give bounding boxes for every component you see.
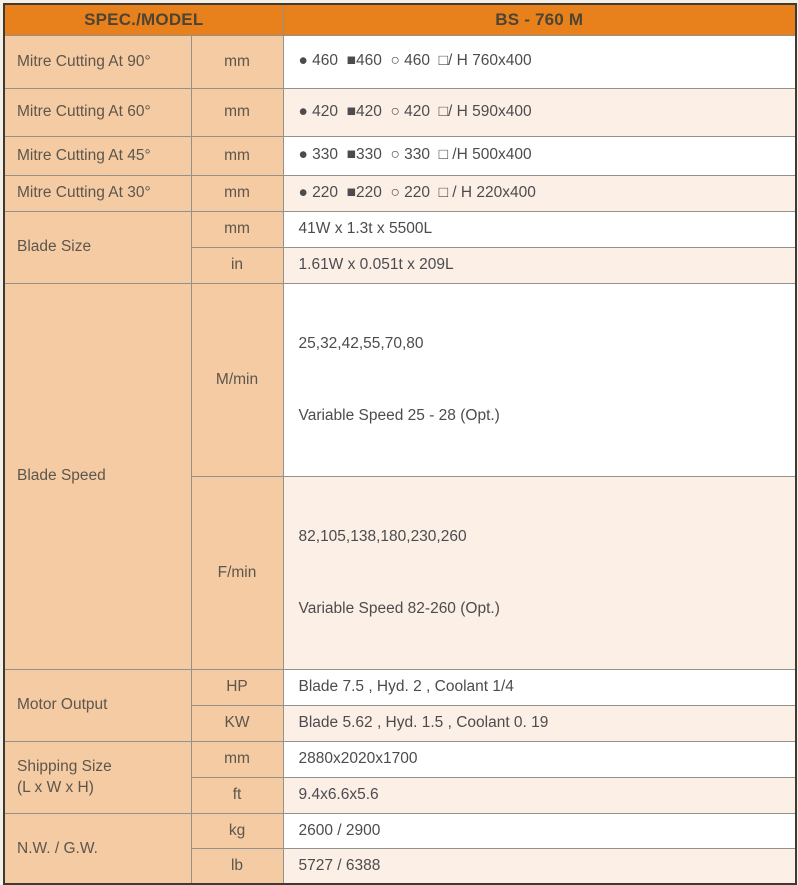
value-cell: 2600 / 2900 (282, 812, 797, 849)
table-row: Mitre Cutting At 45° mm ● 330 ■330 ○ 330… (3, 135, 797, 176)
unit-cell: mm (190, 210, 284, 248)
unit-cell: ft (190, 776, 284, 814)
table-row: Mitre Cutting At 30° mm ● 220 ■220 ○ 220… (3, 174, 797, 212)
header-spec-model: SPEC./MODEL (3, 3, 284, 36)
unit-cell: KW (190, 704, 284, 742)
table-row: N.W. / G.W. kg 2600 / 2900 (3, 812, 797, 885)
unit-cell: HP (190, 668, 284, 706)
table-row: Motor Output HP Blade 7.5 , Hyd. 2 , Coo… (3, 668, 797, 742)
unit-cell: mm (190, 740, 284, 778)
value-cell: 25,32,42,55,70,80 Variable Speed 25 - 28… (282, 282, 797, 477)
value-cell: ● 460 ■460 ○ 460 □/ H 760x400 (282, 34, 797, 89)
unit-cell: mm (190, 174, 284, 212)
row-label: Blade Speed (3, 282, 192, 670)
value-cell: 82,105,138,180,230,260 Variable Speed 82… (282, 475, 797, 670)
row-label: N.W. / G.W. (3, 812, 192, 885)
table-row: Shipping Size (L x W x H) mm 2880x2020x1… (3, 740, 797, 814)
table-row: Blade Size mm 41W x 1.3t x 5500L (3, 210, 797, 284)
value-cell: 2880x2020x1700 (282, 740, 797, 778)
value-cell: ● 330 ■330 ○ 330 □ /H 500x400 (282, 135, 797, 176)
unit-cell: lb (190, 847, 284, 885)
value-cell: 41W x 1.3t x 5500L (282, 210, 797, 248)
value-cell: ● 420 ■420 ○ 420 □/ H 590x400 (282, 87, 797, 137)
table-header-row: SPEC./MODEL BS - 760 M (3, 3, 797, 36)
value-cell: Blade 7.5 , Hyd. 2 , Coolant 1/4 (282, 668, 797, 706)
spec-table: SPEC./MODEL BS - 760 M Mitre Cutting At … (3, 3, 798, 885)
unit-cell: mm (190, 135, 284, 176)
label-line-2: (L x W x H) (17, 779, 94, 797)
unit-cell: mm (190, 87, 284, 137)
unit-cell: in (190, 246, 284, 284)
value-line-2: Variable Speed 25 - 28 (Opt.) (298, 406, 500, 424)
table-row: Blade Speed M/min 25,32,42,55,70,80 Vari… (3, 282, 797, 670)
value-line-1: 82,105,138,180,230,260 (298, 527, 467, 545)
value-cell: Blade 5.62 , Hyd. 1.5 , Coolant 0. 19 (282, 704, 797, 742)
value-cell: 5727 / 6388 (282, 847, 797, 885)
row-label: Mitre Cutting At 45° (3, 135, 192, 176)
row-label: Shipping Size (L x W x H) (3, 740, 192, 814)
row-label: Mitre Cutting At 90° (3, 34, 192, 89)
row-label: Mitre Cutting At 30° (3, 174, 192, 212)
value-cell: 9.4x6.6x5.6 (282, 776, 797, 814)
unit-cell: kg (190, 812, 284, 849)
unit-cell: mm (190, 34, 284, 89)
table-row: Mitre Cutting At 90° mm ● 460 ■460 ○ 460… (3, 34, 797, 89)
header-model-name: BS - 760 M (282, 3, 797, 36)
row-label: Blade Size (3, 210, 192, 284)
value-line-1: 25,32,42,55,70,80 (298, 334, 424, 352)
unit-cell: M/min (190, 282, 284, 477)
table-row: in 1.61W x 0.051t x 209L (4, 246, 797, 284)
unit-cell: F/min (190, 475, 284, 670)
label-line-1: Shipping Size (17, 757, 112, 775)
value-cell: ● 220 ■220 ○ 220 □ / H 220x400 (282, 174, 797, 212)
value-cell: 1.61W x 0.051t x 209L (282, 246, 797, 284)
table-row: Mitre Cutting At 60° mm ● 420 ■420 ○ 420… (3, 87, 797, 137)
row-label: Mitre Cutting At 60° (3, 87, 192, 137)
row-label: Motor Output (3, 668, 192, 742)
value-line-2: Variable Speed 82-260 (Opt.) (298, 599, 500, 617)
